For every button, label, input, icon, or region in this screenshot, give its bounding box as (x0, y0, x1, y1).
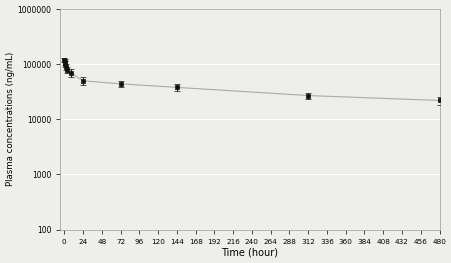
X-axis label: Time (hour): Time (hour) (221, 247, 278, 257)
Y-axis label: Plasma concentrations (ng/mL): Plasma concentrations (ng/mL) (5, 52, 14, 186)
